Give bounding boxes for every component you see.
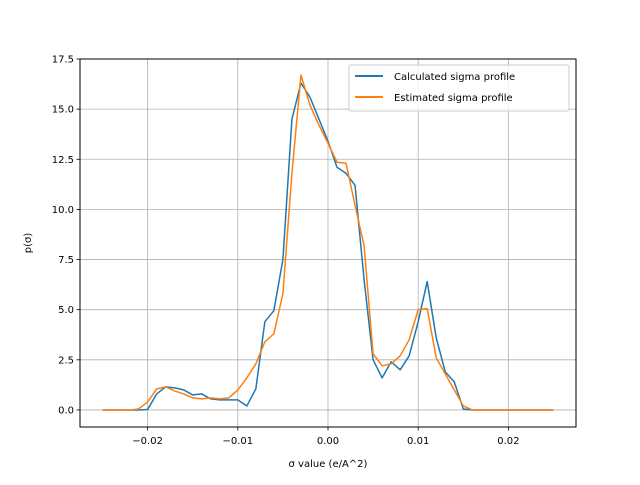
y-tick-label: 7.5: [58, 255, 74, 266]
y-tick-label: 12.5: [52, 155, 74, 166]
x-tick-label: −0.02: [132, 436, 163, 447]
x-tick-label: 0.01: [407, 436, 429, 447]
grid: [80, 58, 576, 427]
series-line-estimated-sigma-profile: [102, 74, 554, 411]
x-tick-label: 0.02: [497, 436, 519, 447]
legend-label-calculated: Calculated sigma profile: [394, 72, 515, 83]
y-tick-label: 17.5: [52, 55, 74, 66]
y-tick-label: 10.0: [52, 205, 74, 216]
y-tick-label: 5.0: [58, 305, 74, 316]
plot-series: [102, 74, 554, 411]
x-tick-label: 0.00: [317, 436, 339, 447]
axis-ticks: −0.02 −0.01 0.00 0.01 0.02 0.0 2.5 5.0 7.5 10.0 12…: [52, 55, 520, 448]
y-tick-label: 0.0: [58, 405, 74, 416]
legend-box: [348, 64, 570, 112]
legend: Calculated sigma profile Estimated sigma…: [348, 64, 570, 112]
x-tick-label: −0.01: [222, 436, 253, 447]
x-axis-label: σ value (e/A^2): [289, 459, 368, 470]
y-tick-label: 2.5: [58, 355, 74, 366]
y-tick-label: 15.0: [52, 105, 74, 116]
legend-label-estimated: Estimated sigma profile: [394, 93, 513, 104]
y-axis-label: p(σ): [23, 233, 34, 254]
